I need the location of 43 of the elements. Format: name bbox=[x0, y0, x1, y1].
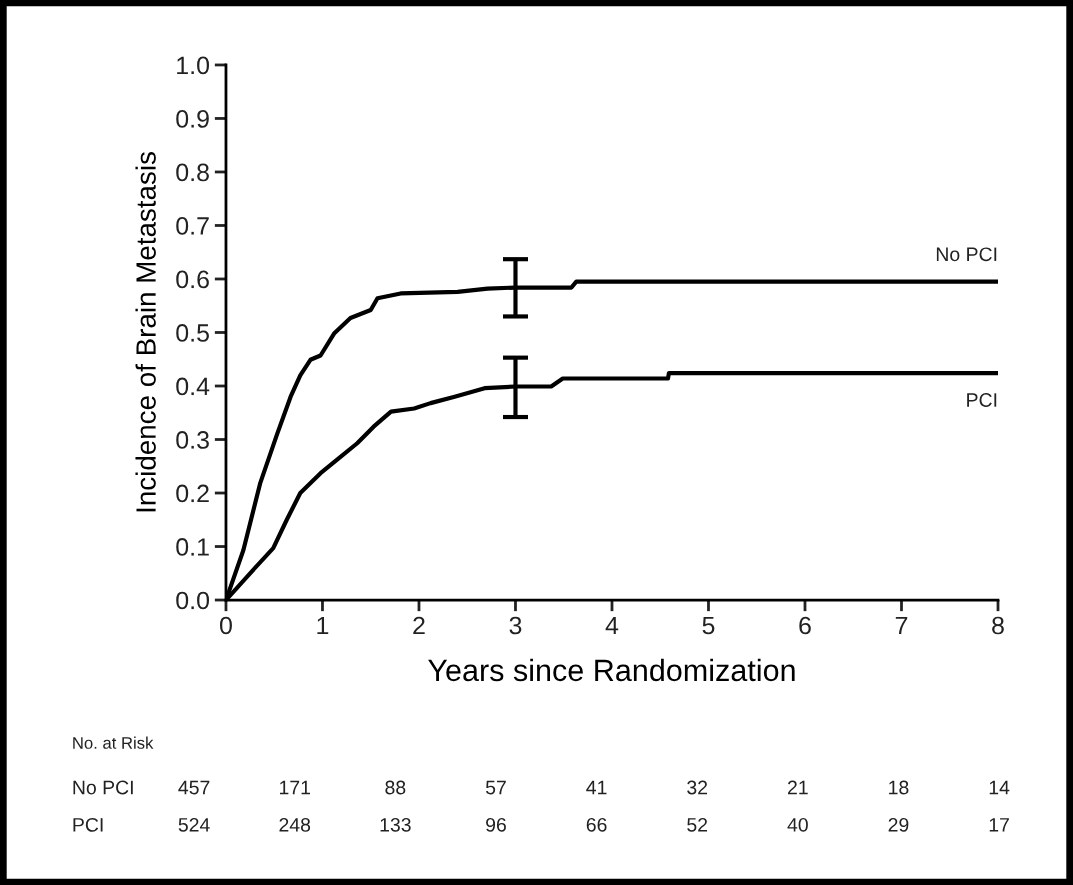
data-label: 57 bbox=[485, 780, 506, 795]
x-tick-label: 6 bbox=[799, 616, 811, 635]
data-label: 14 bbox=[989, 780, 1010, 795]
x-tick-label: 5 bbox=[702, 616, 715, 635]
data-label: 52 bbox=[687, 817, 708, 832]
data-label: 32 bbox=[687, 780, 708, 795]
y-tick-label: 0.8 bbox=[176, 163, 209, 182]
x-tick-label: 7 bbox=[895, 616, 908, 635]
y-tick-label: 0.9 bbox=[176, 110, 209, 128]
y-tick-label: 0.3 bbox=[176, 431, 209, 449]
y-tick-label: 0.2 bbox=[176, 484, 209, 503]
series-label: PCI bbox=[967, 393, 997, 407]
y-tick-label: 0.5 bbox=[176, 324, 209, 342]
data-label: 18 bbox=[889, 780, 909, 795]
data-label: 133 bbox=[380, 817, 411, 832]
series-label: No PCI bbox=[936, 247, 997, 262]
x-tick-label: 0 bbox=[220, 616, 232, 635]
data-label: 40 bbox=[787, 817, 808, 832]
y-tick-label: 0.7 bbox=[176, 217, 209, 235]
y-axis-title: Incidence of Brain Metastasis bbox=[135, 152, 156, 512]
data-label: 41 bbox=[586, 780, 607, 795]
y-tick-label: 1.0 bbox=[177, 56, 210, 75]
y-tick-label: 0.1 bbox=[176, 538, 209, 556]
data-label: 524 bbox=[178, 817, 210, 832]
x-axis-title: Years since Randomization bbox=[428, 658, 795, 682]
data-label: 66 bbox=[586, 817, 607, 832]
chart-title: No. at Risk bbox=[73, 736, 154, 749]
data-label: 17 bbox=[989, 818, 1009, 832]
data-label: 171 bbox=[279, 780, 310, 795]
data-label: 21 bbox=[788, 780, 808, 795]
y-tick-label: 0.4 bbox=[176, 377, 210, 396]
x-tick-label: 4 bbox=[605, 616, 619, 635]
data-label: 29 bbox=[888, 817, 909, 832]
x-tick-label: 1 bbox=[317, 616, 329, 635]
y-tick-label: 0.0 bbox=[176, 591, 210, 610]
data-label: 457 bbox=[178, 780, 210, 795]
data-label: 88 bbox=[385, 780, 406, 795]
y-tick-label: 0.6 bbox=[176, 270, 209, 289]
x-tick-label: 3 bbox=[509, 616, 522, 635]
x-tick-label: 8 bbox=[992, 616, 1004, 635]
x-tick-label: 2 bbox=[413, 616, 425, 635]
data-label: 248 bbox=[279, 817, 311, 832]
data-label: 96 bbox=[486, 817, 506, 832]
